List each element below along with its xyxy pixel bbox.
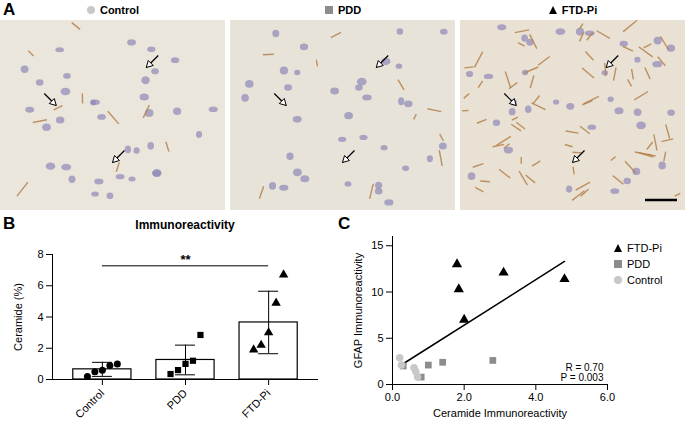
svg-text:FTD-Pi: FTD-Pi xyxy=(239,387,272,420)
html-text:Immunoreactivity: Immunoreactivity xyxy=(135,218,235,232)
html-text:C: C xyxy=(338,214,351,233)
svg-text:Ceramide (%): Ceramide (%) xyxy=(12,283,24,351)
svg-text:10: 10 xyxy=(371,286,383,298)
svg-text:2: 2 xyxy=(37,342,43,354)
svg-text:R = 0.70P = 0.003: R = 0.70P = 0.003 xyxy=(561,362,604,383)
svg-text:GFAP Immunoreactivity: GFAP Immunoreactivity xyxy=(352,252,364,368)
svg-text:2.0: 2.0 xyxy=(457,391,472,403)
svg-text:4: 4 xyxy=(37,311,43,323)
svg-text:6: 6 xyxy=(37,279,43,291)
svg-text:15: 15 xyxy=(371,239,383,251)
svg-text:Control: Control xyxy=(73,387,107,421)
svg-text:4.0: 4.0 xyxy=(528,391,543,403)
html-text:PDD: PDD xyxy=(337,4,362,16)
svg-text:5: 5 xyxy=(377,332,383,344)
svg-text:0: 0 xyxy=(37,373,43,385)
html-text:Control: Control xyxy=(627,274,663,286)
html-text:A: A xyxy=(3,0,16,19)
svg-text:0: 0 xyxy=(377,378,383,390)
svg-text:6.0: 6.0 xyxy=(600,391,615,403)
html-text:Control: Control xyxy=(99,4,139,16)
svg-text:0.0: 0.0 xyxy=(385,391,400,403)
svg-text:Ceramide Immunoreactivity: Ceramide Immunoreactivity xyxy=(433,407,567,419)
svg-text:**: ** xyxy=(180,252,191,267)
html-text:FTD-Pi: FTD-Pi xyxy=(561,4,598,16)
html-text:B: B xyxy=(3,214,16,233)
html-text:FTD-Pi: FTD-Pi xyxy=(627,242,662,254)
html-text:PDD: PDD xyxy=(627,258,651,270)
svg-text:8: 8 xyxy=(37,248,43,260)
svg-text:PDD: PDD xyxy=(164,387,189,412)
